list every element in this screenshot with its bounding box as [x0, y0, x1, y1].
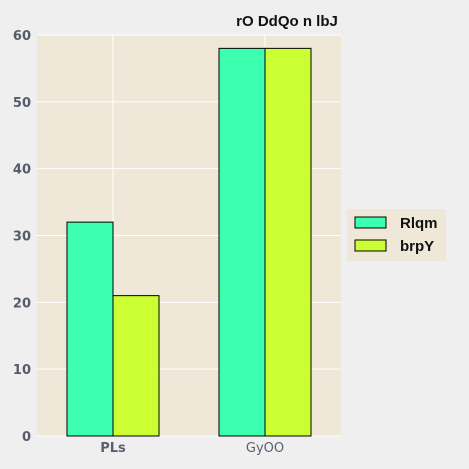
- legend-label: Rlqm: [400, 215, 438, 232]
- bar: [218, 47, 266, 437]
- y-tick-label: 0: [22, 430, 31, 445]
- y-tick-label: 40: [13, 163, 31, 178]
- y-tick-label: 60: [13, 29, 31, 44]
- x-tick-label: GyOO: [246, 441, 284, 456]
- bar: [264, 47, 312, 437]
- y-tick-label: 10: [13, 363, 31, 378]
- chart-title: rO DdQo n lbJ: [236, 13, 338, 30]
- bars: [66, 47, 312, 437]
- bar: [112, 295, 160, 437]
- legend-label: brpY: [400, 238, 434, 255]
- y-axis: 0 10 20 30 40 50 60: [13, 29, 31, 445]
- y-tick-label: 30: [13, 230, 31, 245]
- legend: Rlqm brpY: [347, 209, 446, 261]
- x-axis: PLs GyOO: [100, 441, 284, 456]
- bar: [66, 221, 114, 437]
- x-tick-label: PLs: [100, 441, 126, 456]
- legend-swatch: [354, 216, 387, 229]
- y-tick-label: 20: [13, 296, 31, 311]
- y-tick-label: 50: [13, 96, 31, 111]
- legend-swatch: [354, 239, 387, 252]
